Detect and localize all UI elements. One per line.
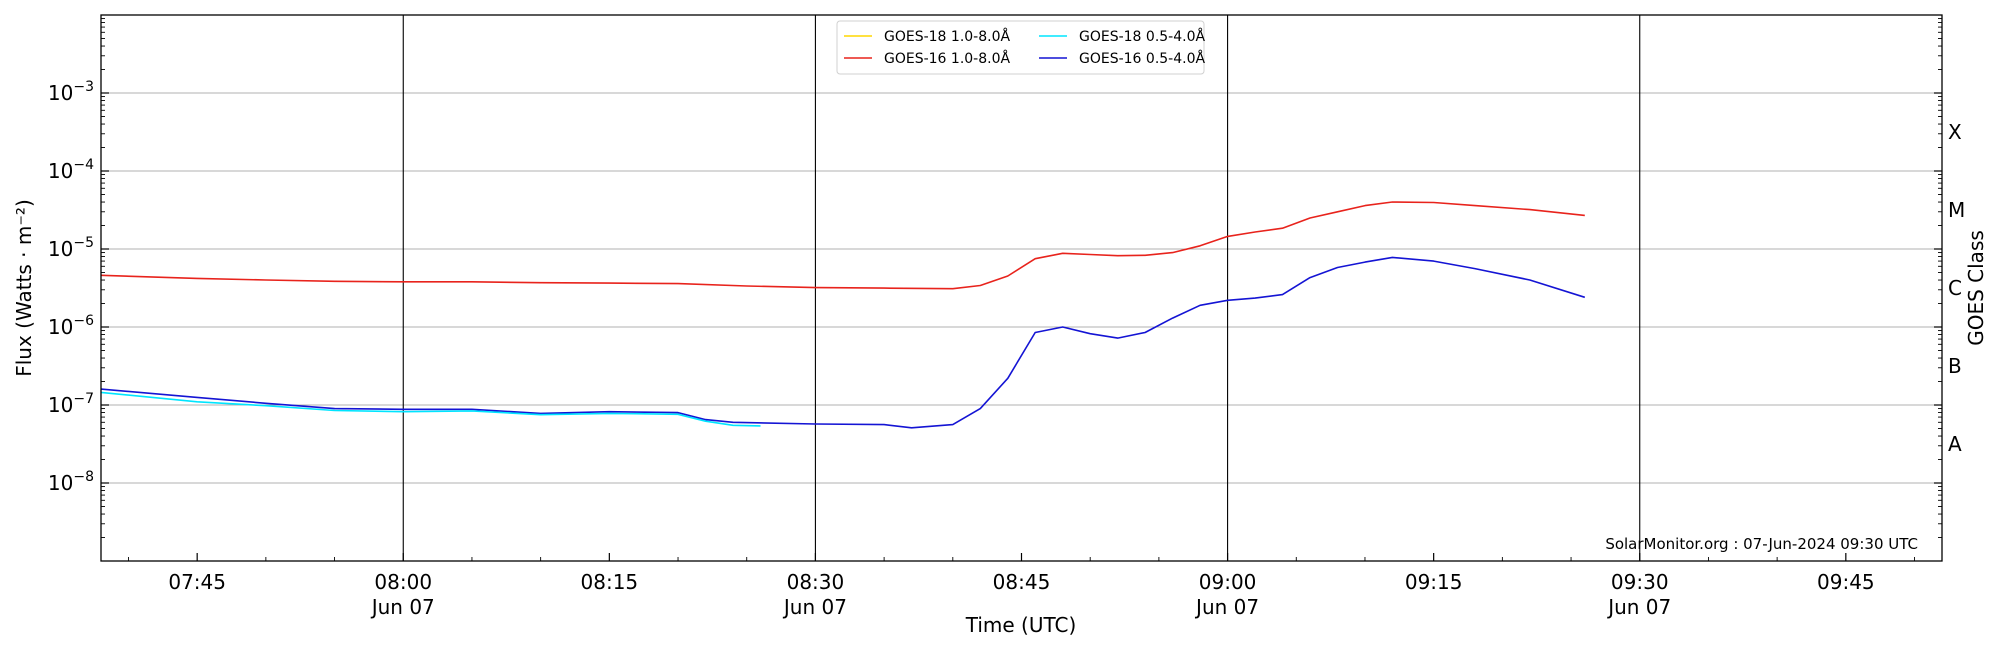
x-axis-label: Time (UTC) — [965, 613, 1077, 637]
goes-class-axis-label: GOES Class — [1964, 230, 1988, 346]
x-tick-label: 09:30 — [1611, 570, 1669, 594]
legend-entry: GOES-18 1.0-8.0Å — [884, 28, 1010, 45]
x-tick-date-label: Jun 07 — [782, 595, 847, 619]
goes-class-label: M — [1948, 198, 1965, 222]
x-tick-date-label: Jun 07 — [370, 595, 435, 619]
series-line — [100, 391, 761, 427]
legend: GOES-18 1.0-8.0Å GOES-18 0.5-4.0Å GOES-16 … — [836, 20, 1205, 75]
y-tick-label: 10−5 — [48, 235, 94, 261]
x-tick-date-label: Jun 07 — [1606, 595, 1671, 619]
series-line — [100, 201, 1585, 290]
legend-entry: GOES-16 0.5-4.0Å — [1079, 50, 1205, 67]
x-tick-label: 09:45 — [1817, 570, 1875, 594]
y-tick-label: 10−7 — [48, 391, 94, 417]
goes-class-label: A — [1948, 432, 1962, 456]
series-lines — [100, 201, 1586, 429]
y-tick-label: 10−4 — [48, 157, 94, 183]
legend-box — [836, 20, 1205, 75]
x-tick-label: 08:00 — [374, 570, 432, 594]
x-tick-label: 07:45 — [168, 570, 226, 594]
goes-class-label: X — [1948, 120, 1962, 144]
x-tick-label: 08:30 — [787, 570, 845, 594]
x-tick-label: 09:00 — [1199, 570, 1257, 594]
x-tick-label: 08:45 — [993, 570, 1051, 594]
x-tick-label: 08:15 — [581, 570, 639, 594]
y-tick-label: 10−3 — [48, 79, 94, 105]
legend-entry: GOES-16 1.0-8.0Å — [884, 50, 1010, 67]
x-tick-date-label: Jun 07 — [1194, 595, 1259, 619]
y-axis-label: Flux (Watts · m⁻²) — [12, 199, 36, 377]
goes-class-label: C — [1948, 276, 1962, 300]
y-tick-label: 10−8 — [48, 469, 94, 495]
goes-class-label: B — [1948, 354, 1962, 378]
credit-annotation: SolarMonitor.org : 07-Jun-2024 09:30 UTC — [1605, 535, 1918, 553]
legend-entry: GOES-18 0.5-4.0Å — [1079, 28, 1205, 45]
y-tick-label: 10−6 — [48, 313, 94, 339]
x-tick-label: 09:15 — [1405, 570, 1463, 594]
series-line — [100, 256, 1586, 429]
